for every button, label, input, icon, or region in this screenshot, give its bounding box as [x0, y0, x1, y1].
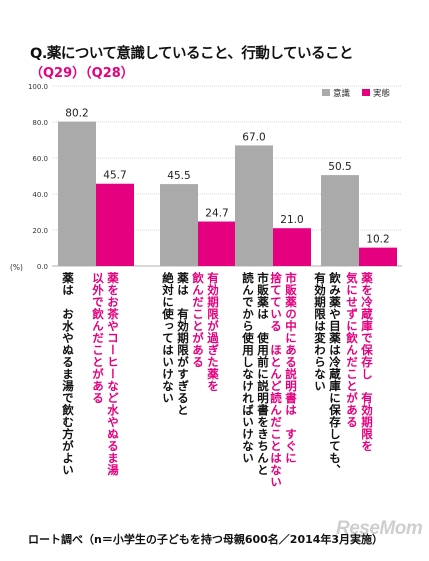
- bar-jittai: [359, 247, 397, 266]
- data-label: 10.2: [366, 234, 389, 246]
- data-label: 80.2: [65, 108, 88, 120]
- data-label: 45.7: [103, 170, 126, 182]
- category-label-jittai: 市販薬の中にある説明書は すぐに 捨てている ほとんど読んだことはない: [269, 272, 298, 488]
- legend-label: 意識: [333, 88, 351, 99]
- bar-jittai: [273, 228, 311, 266]
- bar-jittai: [96, 183, 134, 266]
- bar-ishiki: [160, 184, 198, 266]
- legend-label: 実態: [373, 88, 390, 99]
- data-label: 45.5: [167, 170, 190, 182]
- bar-jittai: [198, 221, 236, 266]
- source-note: ロート調べ（n＝小学生の子どもを持つ母親600名／2014年3月実施）: [28, 533, 384, 546]
- y-tick-label: 60.0: [32, 155, 48, 163]
- bar-ishiki: [321, 175, 359, 266]
- y-tick-label: 80.0: [32, 119, 48, 127]
- y-tick-label: 20.0: [32, 227, 48, 235]
- category-label-jittai: 薬を冷蔵庫で保存し 有効期限を 気にせずに飲んだことがある: [345, 272, 374, 452]
- category-label-jittai: 有効期限が過ぎた薬を 飲んだことがある: [191, 272, 220, 392]
- legend-swatch: [362, 89, 370, 96]
- data-label: 21.0: [280, 214, 303, 226]
- legend-swatch: [322, 89, 330, 96]
- data-label: 24.7: [205, 208, 228, 220]
- chart-title: Q.薬について意識していること、行動していること: [30, 46, 353, 62]
- bar-ishiki: [235, 145, 273, 266]
- category-label-jittai: 薬をお茶やコーヒーなど水やぬるま湯 以外で飲んだことがある: [91, 272, 120, 476]
- data-label: 67.0: [242, 131, 265, 143]
- y-tick-label: 100.0: [28, 83, 48, 91]
- category-label-ishiki: 飲み薬や目薬は冷蔵庫に保存しても、 有効期限は変わらない: [313, 272, 342, 476]
- y-tick-label: 40.0: [32, 191, 48, 199]
- category-label-ishiki: 薬は 有効期限がすぎると 絶対に使ってはいけない: [161, 272, 190, 416]
- category-label-ishiki: 薬は お水やぬるま湯で飲む方がよい: [61, 272, 75, 476]
- chart-subtitle: （Q29）（Q28）: [30, 66, 134, 81]
- y-unit-label: (%): [10, 263, 23, 272]
- y-tick-label: 0.0: [37, 263, 48, 271]
- bar-ishiki: [58, 121, 96, 266]
- data-label: 50.5: [328, 161, 351, 173]
- category-label-ishiki: 市販薬は 使用前に説明書をきちんと 読んでから使用しなければいけない: [241, 272, 270, 476]
- resemom-watermark: ReseMom: [336, 518, 423, 539]
